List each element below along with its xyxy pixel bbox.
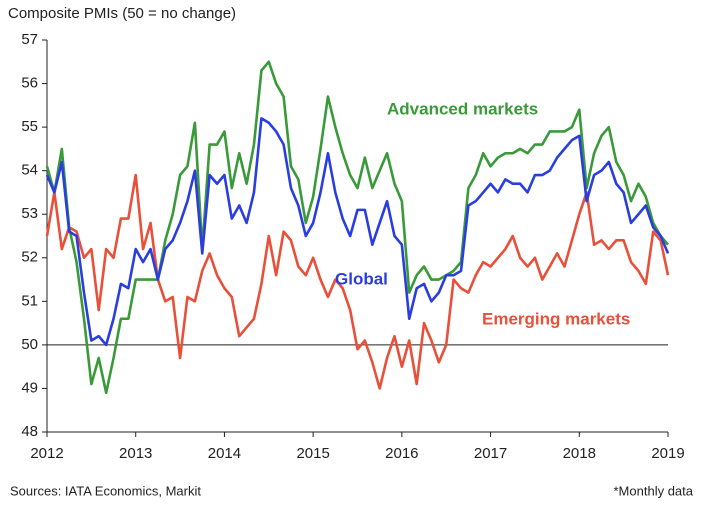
x-tick-label: 2013 xyxy=(119,445,152,462)
y-tick-label: 54 xyxy=(21,162,38,179)
series-line xyxy=(45,117,670,347)
x-tick-label: 2018 xyxy=(563,445,596,462)
x-tick-label: 2016 xyxy=(385,445,418,462)
source: Sources: IATA Economics, Markit xyxy=(10,483,201,498)
y-tick-label: 52 xyxy=(21,249,38,266)
y-tick-label: 56 xyxy=(21,75,38,92)
y-tick-label: 53 xyxy=(21,205,38,222)
x-tick-label: 2014 xyxy=(208,445,241,462)
y-tick-label: 50 xyxy=(21,336,38,353)
x-tick-label: 2017 xyxy=(474,445,507,462)
series-label: Global xyxy=(335,269,388,288)
x-tick-label: 2012 xyxy=(30,445,63,462)
y-tick-label: 51 xyxy=(21,292,38,309)
series-label: Advanced markets xyxy=(387,99,538,118)
y-tick-label: 48 xyxy=(21,423,38,440)
chart-title: Composite PMIs (50 = no change) xyxy=(8,5,236,22)
series-line xyxy=(45,173,670,390)
x-tick-label: 2015 xyxy=(296,445,329,462)
y-tick-label: 55 xyxy=(21,118,38,135)
y-tick-label: 49 xyxy=(21,379,38,396)
note: *Monthly data xyxy=(614,483,694,498)
series-line xyxy=(45,60,669,395)
x-tick-label: 2019 xyxy=(651,445,684,462)
y-tick-label: 57 xyxy=(21,31,38,48)
series-label: Emerging markets xyxy=(482,309,630,328)
